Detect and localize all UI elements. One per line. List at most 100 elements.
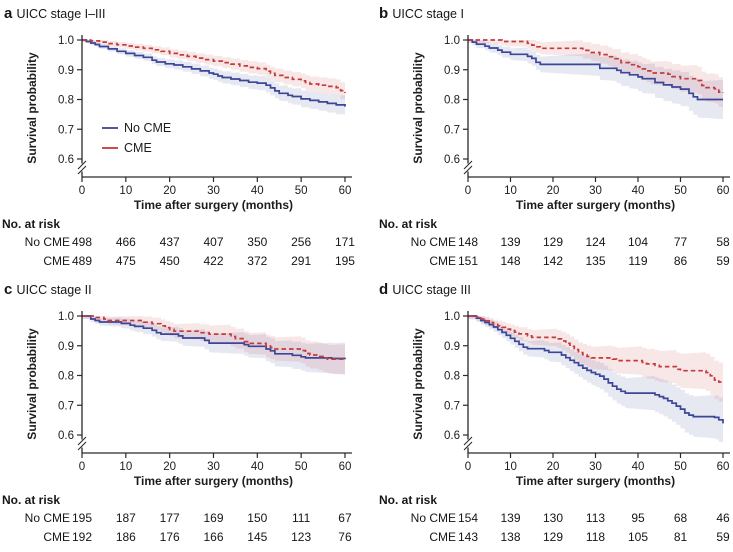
risk-count: 169 xyxy=(203,511,224,525)
risk-row-label: CME xyxy=(43,530,70,544)
y-tick-label: 0.7 xyxy=(58,124,74,136)
risk-count: 118 xyxy=(585,530,606,544)
cme-curve xyxy=(468,315,724,384)
risk-count: 437 xyxy=(159,235,180,249)
y-tick-label: 0.6 xyxy=(58,154,74,166)
risk-count: 489 xyxy=(71,254,93,268)
y-tick-label: 0.8 xyxy=(58,95,74,107)
axis-break-slash xyxy=(463,165,473,175)
panel-c: c UICC stage II 1.0 0.9 0.8 0.7 0.6 0 10 20 30 40 5… xyxy=(0,276,366,552)
no-cme-curve xyxy=(82,315,346,360)
y-tick-label: 0.9 xyxy=(58,341,74,353)
panel-title-text: UICC stage I–III xyxy=(16,7,106,21)
panel-letter: d xyxy=(379,281,389,298)
cme-curve xyxy=(82,39,346,93)
x-tick-label: 0 xyxy=(79,461,85,473)
x-tick-label: 20 xyxy=(547,461,560,473)
x-axis-title: Time after surgery (months) xyxy=(516,474,675,488)
panel-d: d UICC stage III 1.0 0.9 0.8 0.7 0.6 0 10 20 30 40… xyxy=(366,276,733,552)
x-axis-title: Time after surgery (months) xyxy=(134,474,293,488)
risk-count: 67 xyxy=(338,511,352,525)
x-tick-label: 0 xyxy=(79,185,85,197)
y-tick-label: 0.6 xyxy=(444,430,460,442)
risk-count: 59 xyxy=(716,254,730,268)
no-cme-confidence-band xyxy=(82,316,345,376)
risk-count: 119 xyxy=(628,254,648,268)
x-tick-label: 60 xyxy=(717,461,730,473)
x-tick-label: 20 xyxy=(163,185,176,197)
risk-row: No CME 154 139 130 113 95 68 46 xyxy=(366,509,733,528)
risk-count: 113 xyxy=(585,511,606,525)
risk-row-label: No CME xyxy=(410,511,456,525)
risk-table: No. at risk No CME 148 139 129 124 104 77 58 CME… xyxy=(366,217,733,271)
km-plot-b: 1.0 0.9 0.8 0.7 0.6 0 10 20 30 40 50 60 Time after s… xyxy=(411,35,730,212)
x-tick-label: 10 xyxy=(504,185,517,197)
risk-count: 154 xyxy=(457,511,479,525)
axis-break-gap xyxy=(465,163,471,172)
risk-row: CME 192 186 176 166 145 123 76 xyxy=(0,528,366,547)
km-plot-d: 1.0 0.9 0.8 0.7 0.6 0 10 20 30 40 50 60 Time after s… xyxy=(411,311,730,488)
risk-table-header: No. at risk xyxy=(2,217,61,231)
risk-count: 186 xyxy=(115,530,136,544)
legend-no-cme-label: No CME xyxy=(124,121,171,135)
cme-confidence-band xyxy=(82,40,345,102)
axis-break-gap xyxy=(79,439,85,448)
risk-table-header: No. at risk xyxy=(379,493,438,507)
x-tick-label: 50 xyxy=(295,185,308,197)
x-tick-label: 50 xyxy=(674,461,687,473)
axis-break-slash xyxy=(463,436,473,446)
panel-title-text: UICC stage III xyxy=(392,283,471,297)
panel-letter: c xyxy=(4,281,13,298)
axis-break-slash xyxy=(77,165,87,175)
y-tick-label: 0.8 xyxy=(58,371,74,383)
risk-count: 123 xyxy=(291,530,312,544)
x-tick-label: 60 xyxy=(717,185,730,197)
risk-row: No CME 195 187 177 169 150 111 67 xyxy=(0,509,366,528)
x-tick-label: 40 xyxy=(632,185,645,197)
risk-count: 195 xyxy=(334,254,355,268)
risk-count: 151 xyxy=(457,254,479,268)
risk-count: 105 xyxy=(627,530,649,544)
axis-break-slash xyxy=(463,441,473,451)
x-tick-label: 60 xyxy=(339,185,352,197)
x-tick-label: 0 xyxy=(465,461,471,473)
y-tick-label: 1.0 xyxy=(58,311,74,323)
risk-count: 130 xyxy=(542,511,564,525)
risk-row: No CME 498 466 437 407 350 256 171 xyxy=(0,233,366,252)
risk-count: 187 xyxy=(115,511,136,525)
risk-table-header: No. at risk xyxy=(379,217,438,231)
risk-count: 129 xyxy=(542,235,564,249)
axis-break-slash xyxy=(77,441,87,451)
risk-row-label: CME xyxy=(43,254,70,268)
risk-row: CME 151 148 142 135 119 86 59 xyxy=(366,252,733,271)
risk-count: 76 xyxy=(338,530,352,544)
risk-count: 176 xyxy=(159,530,180,544)
km-plot-a: 1.0 0.9 0.8 0.7 0.6 0 10 20 30 40 50 60 Time after s… xyxy=(25,35,352,212)
risk-count: 135 xyxy=(585,254,606,268)
risk-count: 466 xyxy=(115,235,136,249)
risk-count: 129 xyxy=(542,530,564,544)
cme-curve xyxy=(468,39,724,93)
no-cme-curve xyxy=(82,39,346,107)
y-tick-label: 0.9 xyxy=(444,341,460,353)
risk-count: 104 xyxy=(627,235,649,249)
y-tick-label: 0.7 xyxy=(444,124,460,136)
risk-row-label: No CME xyxy=(410,235,456,249)
risk-row-label: CME xyxy=(429,254,456,268)
risk-count: 291 xyxy=(291,254,312,268)
risk-count: 498 xyxy=(71,235,93,249)
risk-count: 139 xyxy=(500,235,521,249)
x-tick-label: 20 xyxy=(163,461,176,473)
risk-count: 138 xyxy=(500,530,521,544)
y-tick-label: 0.7 xyxy=(444,400,460,412)
risk-count: 350 xyxy=(247,235,268,249)
risk-count: 171 xyxy=(334,235,355,249)
x-tick-label: 50 xyxy=(674,185,687,197)
y-tick-label: 0.8 xyxy=(444,95,460,107)
risk-count: 148 xyxy=(457,235,479,249)
risk-count: 422 xyxy=(203,254,224,268)
no-cme-curve xyxy=(468,315,724,424)
risk-count: 177 xyxy=(159,511,180,525)
risk-row: No CME 148 139 129 124 104 77 58 xyxy=(366,233,733,252)
risk-table-header: No. at risk xyxy=(2,493,61,507)
